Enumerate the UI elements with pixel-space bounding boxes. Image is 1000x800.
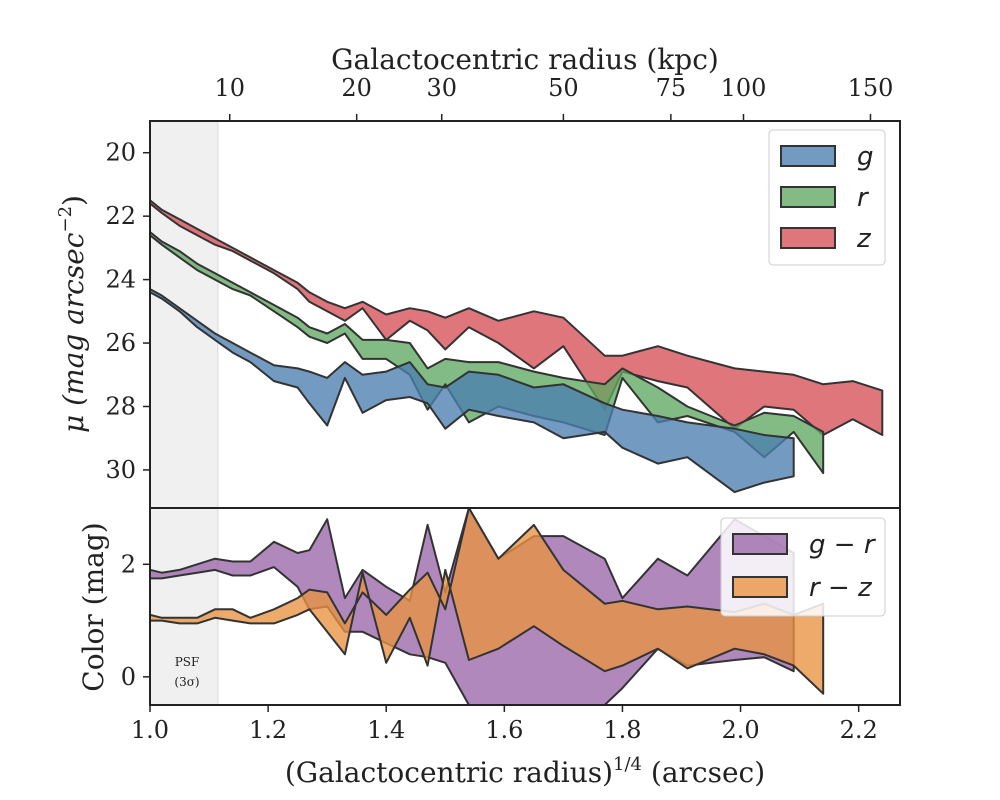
- x-tick-label-2-0: 2.0: [721, 716, 759, 744]
- x-tick-label-1-4: 1.4: [367, 716, 405, 744]
- legend-label-z: z: [856, 224, 872, 254]
- legend-swatch-r-z: [732, 576, 788, 598]
- top-tick-label-10: 10: [214, 74, 245, 102]
- top-tick-label-75: 75: [656, 74, 687, 102]
- band-r-z-color: [150, 508, 825, 695]
- y-tick-label-surface-brightness-30: 30: [105, 456, 136, 484]
- y-tick-label-surface-brightness-24: 24: [105, 266, 136, 294]
- bottom-panel-y-axis-title: Color (mag): [77, 522, 110, 691]
- top-panel-y-axis-title: μ (mag arcsec−2): [55, 195, 90, 433]
- legend-label-r: r: [857, 183, 870, 213]
- ticks-layer: 1.0 1.2 1.4 1.6 1.8 2.0 2.210 20 30 50 75 100 150202…: [105, 74, 893, 744]
- x-tick-label-2-2: 2.2: [840, 716, 878, 744]
- y-tick-label-surface-brightness-20: 20: [105, 139, 136, 167]
- psf-shaded-region: [150, 121, 218, 705]
- x-tick-label-1-0: 1.0: [131, 716, 169, 744]
- legend-swatch-g-r: [732, 533, 788, 555]
- panel-0-bands: [150, 199, 884, 494]
- x-tick-label-1-2: 1.2: [249, 716, 287, 744]
- y-tick-label-surface-brightness-28: 28: [105, 392, 136, 420]
- axes-layer: [149, 120, 901, 706]
- top-axis-title: Galactocentric radius (kpc): [331, 43, 719, 76]
- legend-swatch-g: [780, 145, 836, 167]
- band-g-surface-brightness: [150, 288, 795, 494]
- legend-bottom-panel: g − r r − z: [720, 517, 886, 617]
- legend-label-r-z: r − z: [809, 573, 873, 603]
- psf-label-line1: PSF: [175, 655, 200, 669]
- x-tick-label-1-8: 1.8: [603, 716, 641, 744]
- psf-label-line2: (3σ): [174, 675, 199, 689]
- bottom-axis-title: (Galactocentric radius)1/4 (arcsec): [285, 754, 765, 789]
- y-tick-label-surface-brightness-26: 26: [105, 329, 136, 357]
- y-tick-label-color-2: 2: [121, 550, 136, 578]
- legend-swatch-r: [780, 186, 836, 208]
- panel-1-bands: [150, 508, 825, 705]
- top-tick-label-150: 150: [848, 74, 894, 102]
- x-tick-label-1-6: 1.6: [485, 716, 523, 744]
- series-layer: [150, 199, 884, 705]
- y-tick-label-color-0: 0: [121, 663, 136, 691]
- legend-swatch-z: [780, 227, 836, 249]
- band-r-surface-brightness: [150, 231, 825, 475]
- axes-frame: [149, 120, 901, 706]
- top-tick-label-50: 50: [548, 74, 579, 102]
- psf-region-layer: [150, 121, 219, 705]
- legend-label-g: g: [857, 142, 874, 172]
- top-tick-label-100: 100: [721, 74, 767, 102]
- legend-label-g-r: g − r: [809, 530, 877, 560]
- y-tick-label-surface-brightness-22: 22: [105, 202, 136, 230]
- band-z-surface-brightness: [150, 199, 884, 436]
- legend-top-panel: grz: [768, 129, 886, 266]
- top-tick-label-20: 20: [341, 74, 372, 102]
- top-tick-label-30: 30: [426, 74, 457, 102]
